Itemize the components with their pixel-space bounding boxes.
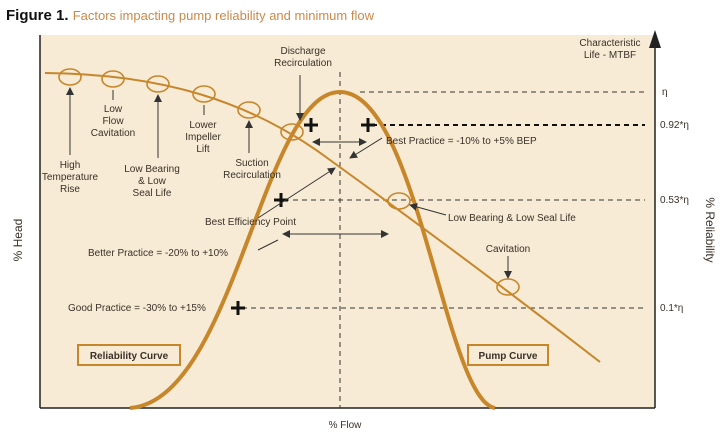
annotation: Discharge Recirculation [274,46,332,69]
point [496,278,520,296]
point [280,123,304,141]
level-label: 0.1*η [660,303,683,314]
point [58,68,82,86]
title: Figure 1. Factors impacting pump reliabi… [6,7,375,24]
annotation: Best Efficiency Point [205,217,296,228]
annotation: Better Practice = -20% to +10% [88,248,228,259]
annotation: Best Practice = -10% to +5% BEP [386,136,537,147]
annotation: Low Bearing & Low Seal Life [124,164,180,199]
legend-label: Pump Curve [479,351,538,362]
legend-box [77,344,181,366]
x-label: % Flow [329,420,363,431]
pump-curve [44,72,601,363]
annotation: Lower Impeller Lift [185,120,221,155]
axis-arrow [649,30,661,48]
level-label: 0.53*η [660,195,689,206]
point [387,192,411,210]
reliability-curve [129,89,496,410]
arrows [66,75,512,279]
plus-marks [231,118,375,315]
annotation: Low Bearing & Low Seal Life [448,213,576,224]
points [58,68,520,296]
life-label: Characteristic Life - MTBF [579,38,640,61]
annotation: Low Flow Cavitation [91,104,135,139]
point [101,70,125,88]
y-left-label: % Head [11,219,25,262]
y-right-label: % Reliability [703,197,717,262]
annotation: Suction Recirculation [223,158,281,181]
annotation: Good Practice = -30% to +15% [68,303,206,314]
level-label: 0.92*η [660,120,689,131]
legend-label: Reliability Curve [90,351,169,362]
point [237,101,261,119]
point [192,85,216,103]
annotation: Cavitation [486,244,530,255]
point [146,75,170,93]
level-label: η [662,87,668,98]
annotation: High Temperature Rise [42,160,99,195]
legend-box [467,344,549,366]
